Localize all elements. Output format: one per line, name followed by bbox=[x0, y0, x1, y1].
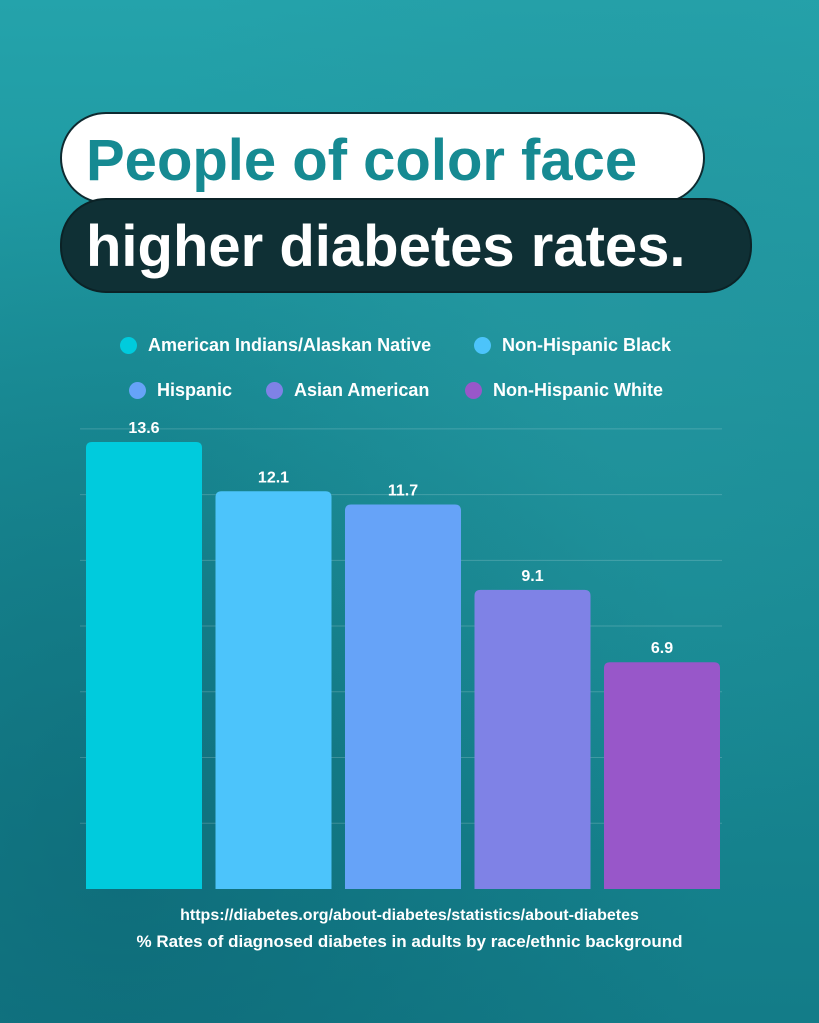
bar-2 bbox=[345, 504, 461, 889]
legend-item-american-indians: American Indians/Alaskan Native bbox=[120, 333, 431, 357]
headline-line-2: higher diabetes rates. bbox=[60, 198, 752, 293]
chart-caption: % Rates of diagnosed diabetes in adults … bbox=[136, 932, 683, 951]
legend-label: American Indians/Alaskan Native bbox=[148, 334, 432, 355]
legend-item-hispanic: Hispanic bbox=[129, 378, 232, 402]
bar-4 bbox=[604, 662, 720, 889]
data-label-3: 9.1 bbox=[521, 568, 543, 585]
data-label-0: 13.6 bbox=[128, 420, 159, 437]
legend-label: Non-Hispanic Black bbox=[502, 334, 672, 355]
legend-swatch-icon bbox=[266, 381, 283, 399]
legend-swatch-icon bbox=[120, 336, 137, 354]
legend-item-non-hispanic-black: Non-Hispanic Black bbox=[474, 333, 671, 357]
legend-swatch-icon bbox=[129, 381, 146, 399]
legend-swatch-icon bbox=[465, 381, 482, 399]
legend-label: Asian American bbox=[294, 379, 430, 400]
bar-1 bbox=[215, 491, 332, 889]
source-url: https://diabetes.org/about-diabetes/stat… bbox=[180, 907, 639, 924]
legend-label: Non-Hispanic White bbox=[493, 379, 663, 400]
data-label-4: 6.9 bbox=[651, 640, 673, 657]
bar-3 bbox=[474, 589, 591, 889]
legend-label: Hispanic bbox=[157, 379, 233, 400]
headline-line-1: People of color face bbox=[60, 112, 705, 204]
legend-swatch-icon bbox=[474, 336, 491, 354]
legend-item-asian-american: Asian American bbox=[266, 378, 429, 402]
data-label-1: 12.1 bbox=[258, 469, 289, 486]
bar-0 bbox=[86, 442, 202, 889]
data-label-2: 11.7 bbox=[388, 482, 418, 499]
legend-item-non-hispanic-white: Non-Hispanic White bbox=[465, 378, 663, 402]
